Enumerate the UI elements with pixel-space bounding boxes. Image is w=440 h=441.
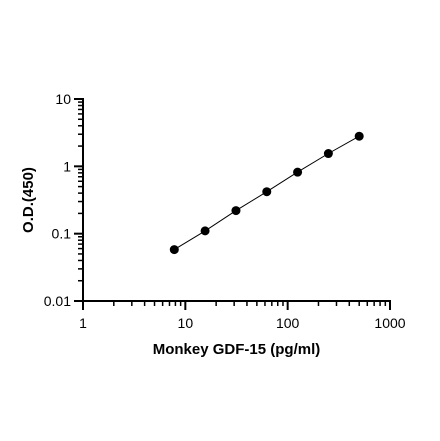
x-tick-label: 1000 — [374, 315, 405, 331]
y-tick-label: 1 — [63, 158, 71, 174]
data-point — [262, 187, 272, 197]
y-axis-title: O.D.(450) — [20, 167, 37, 233]
y-tick-label: 10 — [55, 91, 71, 107]
x-tick-label: 100 — [276, 315, 300, 331]
data-point — [293, 167, 303, 177]
y-tick-label: 0.1 — [52, 226, 72, 242]
data-point — [169, 245, 179, 255]
y-tick-label: 0.01 — [44, 293, 71, 309]
data-points — [169, 131, 364, 255]
data-point — [323, 149, 333, 159]
y-axis-ticks: 0.01 0.1 1 10 — [44, 91, 83, 309]
x-axis-ticks: 1 10 100 1000 — [79, 301, 406, 331]
x-tick-label: 10 — [178, 315, 194, 331]
data-point — [200, 226, 210, 236]
x-tick-label: 1 — [79, 315, 87, 331]
data-point — [354, 131, 364, 141]
x-axis-title: Monkey GDF-15 (pg/ml) — [153, 341, 321, 358]
data-point — [231, 206, 241, 216]
